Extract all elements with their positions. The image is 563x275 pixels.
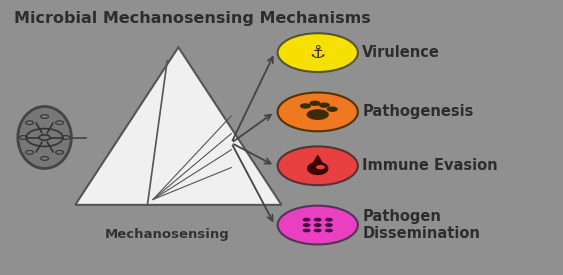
Circle shape: [316, 165, 325, 169]
Circle shape: [310, 101, 320, 106]
Text: Pathogen
Dissemination: Pathogen Dissemination: [363, 209, 480, 241]
Circle shape: [278, 33, 358, 72]
Circle shape: [26, 121, 34, 125]
Circle shape: [62, 136, 70, 139]
Text: Virulence: Virulence: [363, 45, 440, 60]
Circle shape: [327, 106, 338, 112]
Circle shape: [325, 229, 333, 232]
Circle shape: [303, 223, 310, 227]
Circle shape: [307, 109, 329, 120]
Circle shape: [20, 136, 27, 139]
Circle shape: [278, 92, 358, 131]
Text: Mechanosensing: Mechanosensing: [105, 228, 230, 241]
Circle shape: [314, 218, 321, 222]
Circle shape: [303, 218, 310, 222]
Circle shape: [26, 150, 34, 154]
Circle shape: [303, 229, 310, 232]
Text: Microbial Mechanosensing Mechanisms: Microbial Mechanosensing Mechanisms: [14, 11, 370, 26]
Ellipse shape: [18, 106, 72, 169]
Circle shape: [41, 115, 48, 119]
Circle shape: [325, 218, 333, 222]
Circle shape: [319, 103, 330, 108]
Text: ⚓: ⚓: [310, 44, 326, 62]
Circle shape: [325, 223, 333, 227]
Circle shape: [300, 103, 311, 109]
Polygon shape: [308, 163, 328, 174]
Circle shape: [56, 121, 64, 125]
Circle shape: [56, 150, 64, 154]
Polygon shape: [313, 156, 322, 163]
Text: Pathogenesis: Pathogenesis: [363, 104, 473, 119]
Polygon shape: [75, 47, 282, 205]
Circle shape: [41, 156, 48, 160]
Text: Immune Evasion: Immune Evasion: [363, 158, 498, 173]
Circle shape: [278, 146, 358, 185]
Circle shape: [314, 229, 321, 232]
Circle shape: [314, 223, 321, 227]
Circle shape: [278, 206, 358, 244]
